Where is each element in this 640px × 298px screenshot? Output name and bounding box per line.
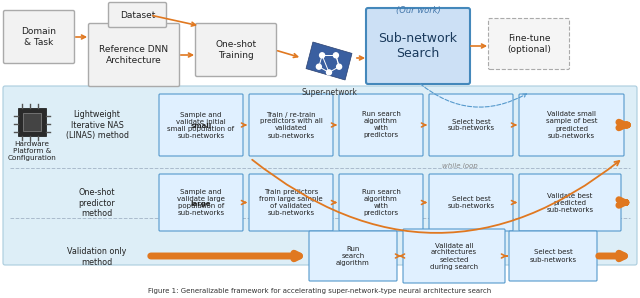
Text: while loop: while loop bbox=[442, 163, 478, 169]
FancyBboxPatch shape bbox=[339, 94, 423, 156]
Text: Sample and
validate large
population of
sub-networks: Sample and validate large population of … bbox=[177, 189, 225, 216]
Circle shape bbox=[316, 64, 321, 69]
Circle shape bbox=[337, 64, 342, 69]
Text: Reference DNN
Architecture: Reference DNN Architecture bbox=[99, 45, 168, 65]
Text: Sample and
validate initial
small population of
sub-networks: Sample and validate initial small popula… bbox=[168, 111, 235, 139]
Text: One-shot
predictor
method: One-shot predictor method bbox=[79, 188, 115, 218]
Text: Validate small
sample of best
predicted
sub-networks: Validate small sample of best predicted … bbox=[546, 111, 597, 139]
Text: Super-network: Super-network bbox=[301, 88, 357, 97]
FancyBboxPatch shape bbox=[429, 174, 513, 231]
Text: Train predictors
from large sample
of validated
sub-networks: Train predictors from large sample of va… bbox=[259, 189, 323, 216]
Circle shape bbox=[326, 70, 332, 75]
FancyBboxPatch shape bbox=[195, 24, 276, 77]
Text: Train / re-train
predictors with all
validated
sub-networks: Train / re-train predictors with all val… bbox=[260, 111, 323, 139]
FancyBboxPatch shape bbox=[23, 113, 41, 131]
Text: Validation only
method: Validation only method bbox=[67, 247, 127, 267]
Text: Domain
& Task: Domain & Task bbox=[22, 27, 56, 47]
Text: Validate best
predicted
sub-networks: Validate best predicted sub-networks bbox=[547, 193, 593, 212]
FancyBboxPatch shape bbox=[18, 108, 46, 136]
FancyBboxPatch shape bbox=[519, 174, 621, 231]
Text: Sub-network
Search: Sub-network Search bbox=[378, 32, 458, 60]
FancyBboxPatch shape bbox=[366, 8, 470, 84]
Text: One-shot
Training: One-shot Training bbox=[216, 40, 257, 60]
FancyBboxPatch shape bbox=[88, 24, 179, 86]
Text: Lightweight
Iterative NAS
(LINAS) method: Lightweight Iterative NAS (LINAS) method bbox=[65, 110, 129, 140]
FancyBboxPatch shape bbox=[249, 174, 333, 231]
Circle shape bbox=[319, 53, 324, 58]
FancyBboxPatch shape bbox=[249, 94, 333, 156]
Text: Validate all
architectures
selected
during search: Validate all architectures selected duri… bbox=[430, 243, 478, 269]
FancyBboxPatch shape bbox=[159, 94, 243, 156]
FancyBboxPatch shape bbox=[109, 2, 166, 27]
Text: Dataset: Dataset bbox=[120, 10, 155, 19]
FancyBboxPatch shape bbox=[488, 18, 570, 69]
Text: Hardware
Platform &
Configuration: Hardware Platform & Configuration bbox=[8, 141, 56, 161]
Text: large: large bbox=[191, 201, 211, 207]
Text: small: small bbox=[190, 123, 212, 129]
FancyBboxPatch shape bbox=[3, 10, 74, 63]
Text: Select best
sub-networks: Select best sub-networks bbox=[447, 119, 495, 131]
Text: Figure 1: Generalizable framework for accelerating super-network-type neural arc: Figure 1: Generalizable framework for ac… bbox=[148, 288, 492, 294]
Circle shape bbox=[333, 53, 339, 58]
FancyBboxPatch shape bbox=[429, 94, 513, 156]
FancyBboxPatch shape bbox=[519, 94, 624, 156]
Text: (Our work): (Our work) bbox=[396, 6, 440, 15]
Text: Run search
algorithm
with
predictors: Run search algorithm with predictors bbox=[362, 189, 401, 216]
FancyBboxPatch shape bbox=[309, 231, 397, 281]
Text: Select best
sub-networks: Select best sub-networks bbox=[529, 249, 577, 263]
Text: Run
search
algorithm: Run search algorithm bbox=[336, 246, 370, 266]
FancyBboxPatch shape bbox=[403, 229, 505, 283]
Polygon shape bbox=[306, 42, 352, 80]
FancyBboxPatch shape bbox=[509, 231, 597, 281]
Text: Fine-tune
(optional): Fine-tune (optional) bbox=[507, 34, 551, 54]
FancyBboxPatch shape bbox=[339, 174, 423, 231]
Text: Run search
algorithm
with
predictors: Run search algorithm with predictors bbox=[362, 111, 401, 139]
Text: Select best
sub-networks: Select best sub-networks bbox=[447, 196, 495, 209]
FancyBboxPatch shape bbox=[3, 86, 637, 265]
FancyBboxPatch shape bbox=[159, 174, 243, 231]
